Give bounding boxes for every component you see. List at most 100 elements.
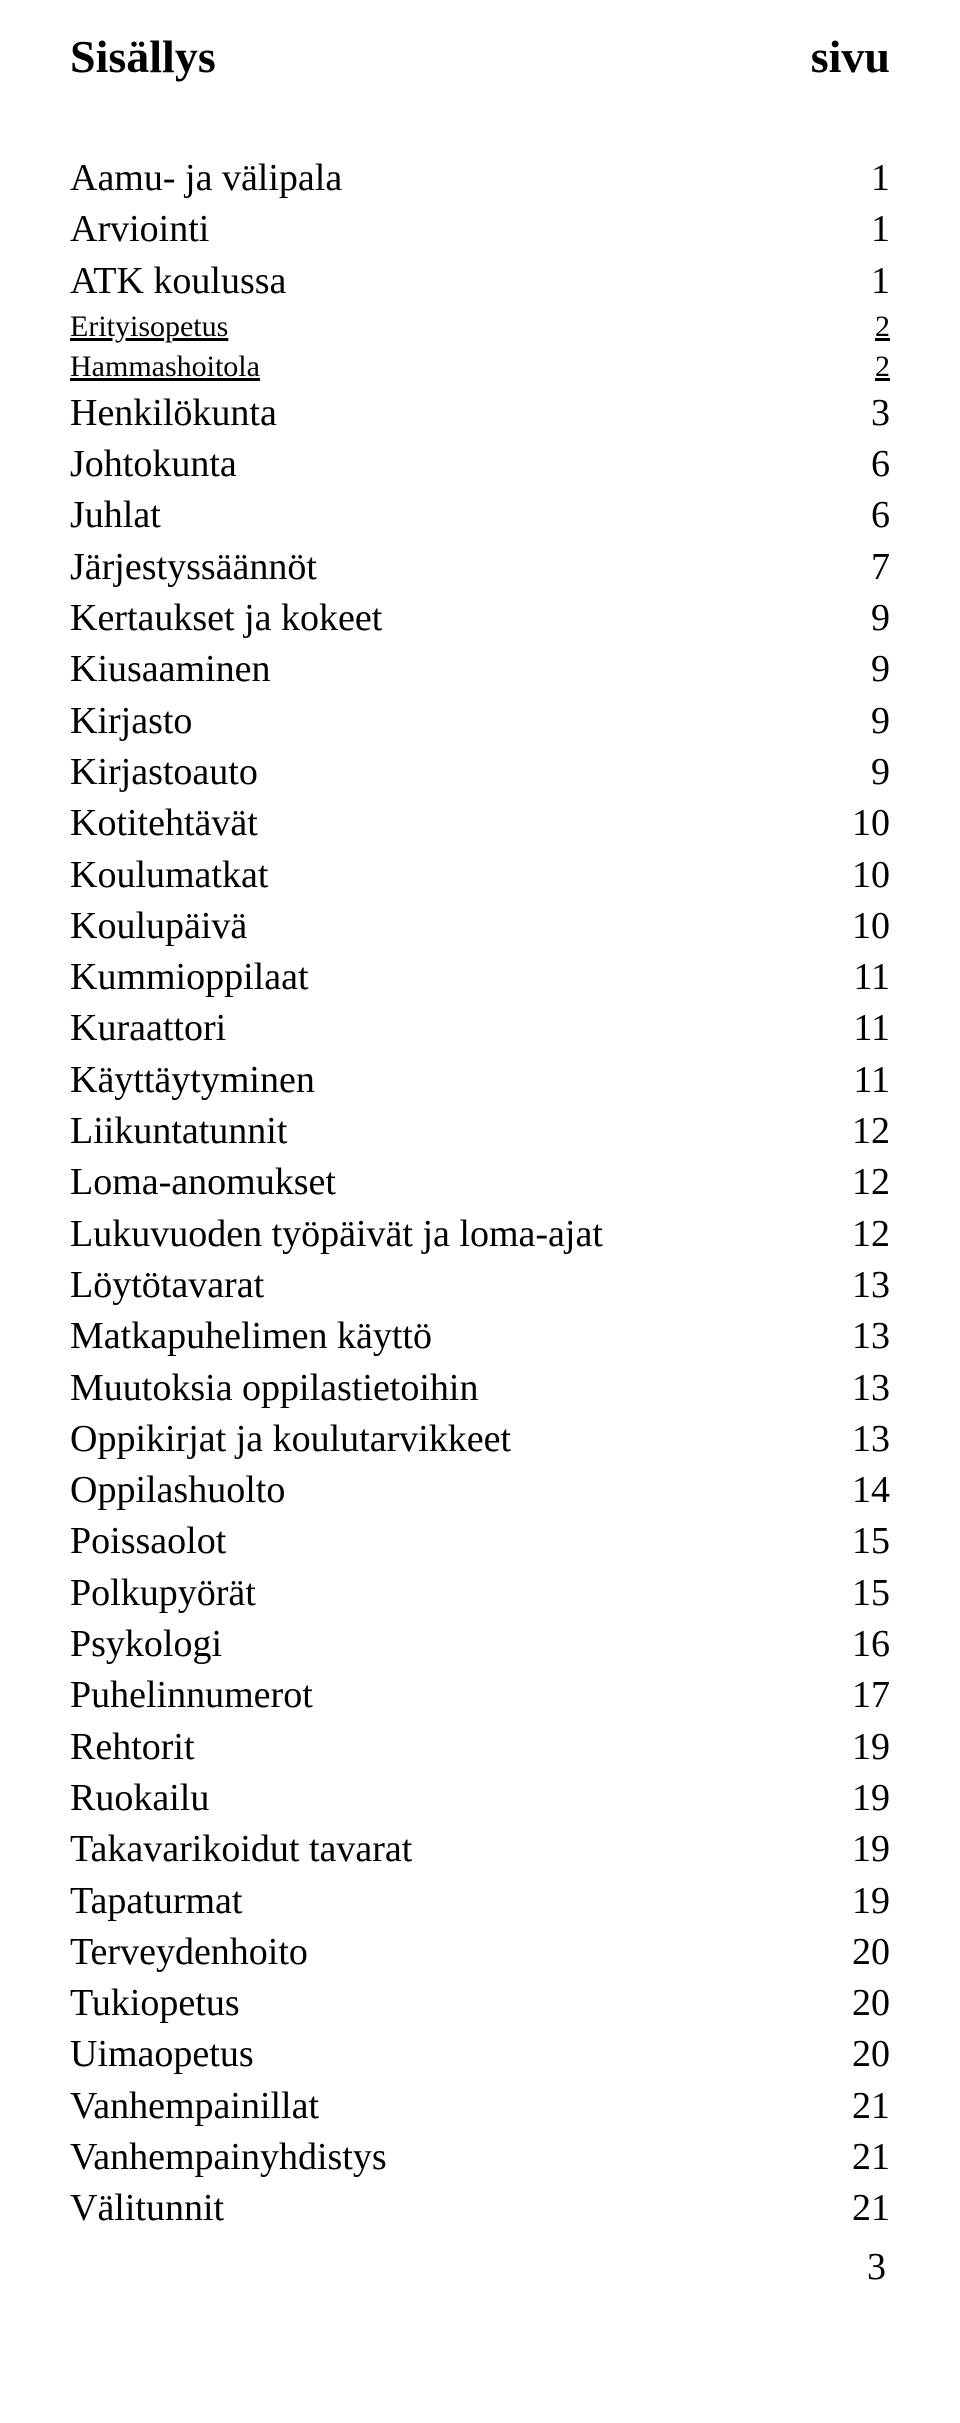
toc-row: Johtokunta6 — [70, 439, 890, 490]
toc-label: Kuraattori — [70, 1003, 226, 1054]
toc-header: Sisällys sivu — [70, 30, 890, 83]
toc-page-number: 20 — [832, 1927, 890, 1978]
toc-row: Oppikirjat ja koulutarvikkeet13 — [70, 1414, 890, 1465]
toc-row: Koulupäivä10 — [70, 901, 890, 952]
toc-row: Vanhempainillat 21 — [70, 2081, 890, 2132]
toc-page-number: 9 — [851, 593, 890, 644]
toc-page-number: 19 — [832, 1722, 890, 1773]
toc-row: Psykologi 16 — [70, 1619, 890, 1670]
toc-label: Uimaopetus — [70, 2029, 254, 2080]
toc-label: Terveydenhoito — [70, 1927, 308, 1978]
toc-label: Henkilökunta — [70, 388, 277, 439]
toc-label: Loma-anomukset — [70, 1157, 336, 1208]
toc-row: Kirjastoauto9 — [70, 747, 890, 798]
toc-row: Rehtorit 19 — [70, 1722, 890, 1773]
toc-page-number: 11 — [833, 1055, 890, 1106]
toc-page-number: 19 — [832, 1773, 890, 1824]
toc-row: Tapaturmat19 — [70, 1876, 890, 1927]
toc-page-number: 12 — [832, 1106, 890, 1157]
toc-label: Käyttäytyminen — [70, 1055, 315, 1106]
toc-row: Henkilökunta 3 — [70, 388, 890, 439]
document-page: Sisällys sivu Aamu- ja välipala 1 Arvioin… — [0, 0, 960, 2329]
toc-page-number: 21 — [832, 2132, 890, 2183]
toc-row: Käyttäytyminen 11 — [70, 1055, 890, 1106]
toc-label: Löytötavarat — [70, 1260, 264, 1311]
toc-label: Matkapuhelimen käyttö — [70, 1311, 432, 1362]
toc-page-number: 20 — [832, 2029, 890, 2080]
toc-row: Liikuntatunnit 12 — [70, 1106, 890, 1157]
toc-row: Arviointi 1 — [70, 204, 890, 255]
toc-row: Hammashoitola 2 — [70, 347, 890, 388]
toc-page-number: 1 — [851, 204, 890, 255]
toc-row: Koulumatkat10 — [70, 850, 890, 901]
toc-row: Matkapuhelimen käyttö 13 — [70, 1311, 890, 1362]
toc-label: Hammashoitola — [70, 347, 260, 388]
toc-label: Arviointi — [70, 204, 209, 255]
toc-label: Kotitehtävät — [70, 798, 258, 849]
toc-label: Koulupäivä — [70, 901, 247, 952]
toc-page-number: 16 — [832, 1619, 890, 1670]
toc-page-number: 10 — [832, 850, 890, 901]
toc-label: Kirjasto — [70, 696, 192, 747]
toc-page-number: 19 — [832, 1876, 890, 1927]
toc-label: Vanhempainyhdistys — [70, 2132, 387, 2183]
toc-page-number: 17 — [832, 1670, 890, 1721]
toc-page-number: 12 — [832, 1209, 890, 1260]
toc-page-number: 12 — [832, 1157, 890, 1208]
toc-page-number: 13 — [832, 1311, 890, 1362]
footer-page-number: 3 — [70, 2245, 890, 2289]
toc-label: Järjestyssäännöt — [70, 542, 317, 593]
toc-label: Puhelinnumerot — [70, 1670, 313, 1721]
toc-page-number: 1 — [851, 153, 890, 204]
toc-row: Kirjasto 9 — [70, 696, 890, 747]
toc-row: Järjestyssäännöt 7 — [70, 542, 890, 593]
toc-label: Erityisopetus — [70, 307, 228, 348]
toc-page-number: 21 — [832, 2183, 890, 2234]
toc-label: Rehtorit — [70, 1722, 195, 1773]
toc-list: Aamu- ja välipala 1 Arviointi 1 ATK koulus… — [70, 153, 890, 2235]
toc-row: Tukiopetus 20 — [70, 1978, 890, 2029]
toc-label: Kirjastoauto — [70, 747, 258, 798]
toc-row: Polkupyörät15 — [70, 1568, 890, 1619]
toc-label: Tukiopetus — [70, 1978, 240, 2029]
toc-row: Kuraattori 11 — [70, 1003, 890, 1054]
toc-label: Vanhempainillat — [70, 2081, 319, 2132]
toc-row: Loma-anomukset 12 — [70, 1157, 890, 1208]
toc-page-number: 9 — [851, 696, 890, 747]
toc-row: Oppilashuolto 14 — [70, 1465, 890, 1516]
toc-page-number: 14 — [832, 1465, 890, 1516]
toc-row: Uimaopetus 20 — [70, 2029, 890, 2080]
toc-row: Takavarikoidut tavarat19 — [70, 1824, 890, 1875]
toc-row: Välitunnit 21 — [70, 2183, 890, 2234]
toc-page-number: 11 — [833, 1003, 890, 1054]
toc-row: Kotitehtävät10 — [70, 798, 890, 849]
toc-page-number: 9 — [851, 644, 890, 695]
toc-label: Aamu- ja välipala — [70, 153, 342, 204]
toc-label: Juhlat — [70, 490, 161, 541]
toc-page-number: 20 — [832, 1978, 890, 2029]
toc-page-number: 3 — [851, 388, 890, 439]
toc-page-number: 15 — [832, 1516, 890, 1567]
toc-row: Puhelinnumerot 17 — [70, 1670, 890, 1721]
toc-row: Terveydenhoito 20 — [70, 1927, 890, 1978]
toc-label: Psykologi — [70, 1619, 222, 1670]
toc-row: Löytötavarat13 — [70, 1260, 890, 1311]
toc-label: ATK koulussa — [70, 256, 286, 307]
toc-label: Kummioppilaat — [70, 952, 309, 1003]
toc-page-number: 21 — [832, 2081, 890, 2132]
toc-row: Muutoksia oppilastietoihin13 — [70, 1363, 890, 1414]
toc-row: Vanhempainyhdistys 21 — [70, 2132, 890, 2183]
toc-page-number: 19 — [832, 1824, 890, 1875]
toc-page-number: 1 — [851, 256, 890, 307]
toc-page-number: 2 — [855, 347, 890, 388]
toc-label: Oppilashuolto — [70, 1465, 285, 1516]
toc-row: Kummioppilaat11 — [70, 952, 890, 1003]
toc-label: Välitunnit — [70, 2183, 224, 2234]
toc-row: Juhlat6 — [70, 490, 890, 541]
toc-page-number: 13 — [832, 1414, 890, 1465]
toc-row: Poissaolot15 — [70, 1516, 890, 1567]
toc-page-number: 7 — [851, 542, 890, 593]
toc-page-number: 2 — [855, 307, 890, 348]
toc-label: Kiusaaminen — [70, 644, 271, 695]
toc-label: Liikuntatunnit — [70, 1106, 287, 1157]
